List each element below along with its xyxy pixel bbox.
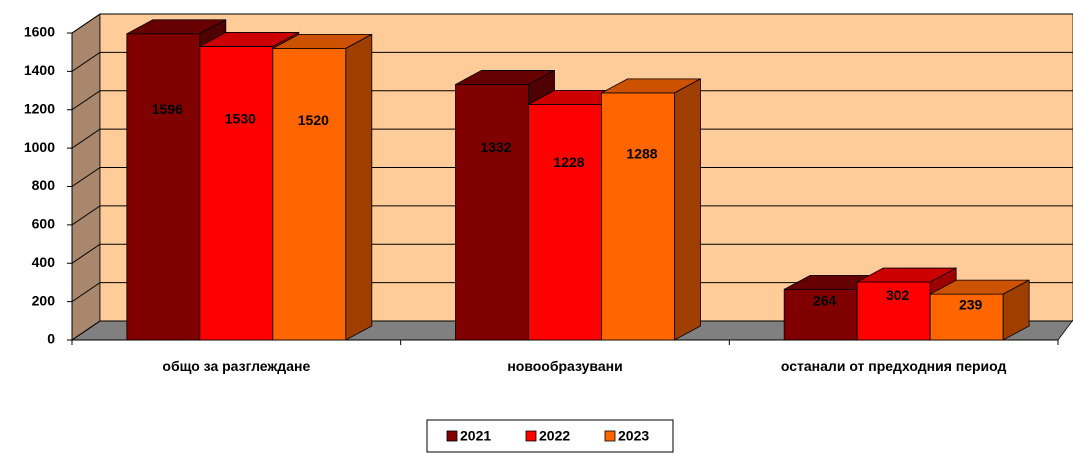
grid-line-side [71,13,101,34]
data-label: 264 [813,293,837,309]
y-tick-label: 1000 [24,139,55,155]
grid-line-side [71,243,101,264]
x-tick-label: общо за разглеждане [162,358,311,374]
data-label: 302 [886,287,910,303]
y-tick-label: 0 [47,331,55,347]
grid-line-side [71,205,101,226]
legend-label: 2023 [618,428,649,444]
bar-front [455,84,529,341]
bar-front [126,33,201,341]
y-tick-label: 1400 [24,62,55,78]
grid-line-side [71,282,101,303]
y-tick-label: 400 [32,254,56,270]
data-label: 1596 [152,101,183,117]
data-label: 1520 [298,112,329,128]
bar-front [528,103,602,341]
bar-side [674,78,701,341]
legend-swatch [525,430,537,442]
y-tick-label: 600 [32,216,56,232]
bar-front [601,92,675,341]
data-label: 1228 [553,154,584,170]
y-tick-label: 800 [32,177,56,193]
grid-line-side [71,128,101,149]
bar-side [345,33,373,341]
y-tick-label: 1600 [24,24,55,40]
y-tick-label: 1200 [24,100,55,116]
x-tick-label: новообразувани [507,358,623,374]
bar-front [199,46,274,341]
grid-line-side [71,167,101,187]
grid-line-side [71,90,101,111]
bar-front [272,47,347,341]
legend-box [426,419,674,453]
data-label: 1530 [225,111,256,127]
y-tick-label: 200 [32,292,56,308]
x-tick-label: останали от предходния период [780,358,1007,374]
legend-label: 2021 [460,428,491,444]
bar-front [783,288,858,341]
bar-front [929,293,1004,341]
legend-swatch [604,430,616,442]
bar-side [1002,279,1030,341]
legend-label: 2022 [539,428,570,444]
grid-line-side [71,320,101,341]
data-label: 1288 [626,145,657,161]
grid-line-side [71,51,101,72]
legend-swatch [446,430,458,442]
bar-front [856,281,931,341]
data-label: 1332 [480,139,511,155]
data-label: 239 [959,296,983,312]
